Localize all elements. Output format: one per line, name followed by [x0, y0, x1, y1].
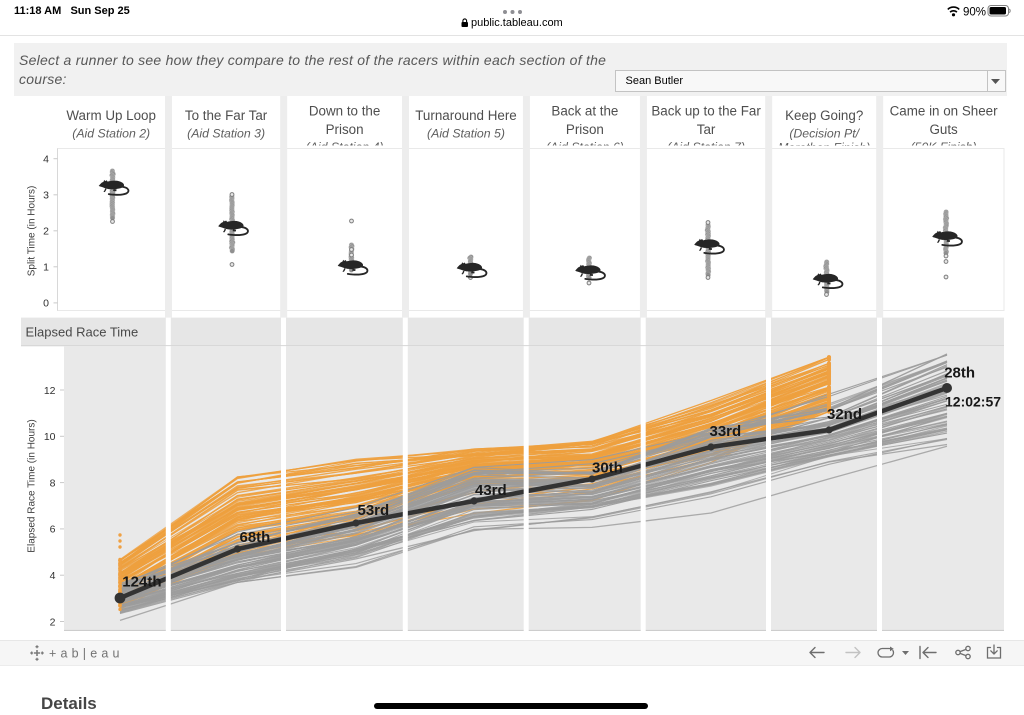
svg-text:(Aid Station 6): (Aid Station 6) [546, 140, 624, 154]
svg-text:Warm Up Loop: Warm Up Loop [66, 108, 156, 123]
svg-text:(Aid Station 2): (Aid Station 2) [72, 127, 150, 141]
svg-text:Elapsed Race Time (in Hours): Elapsed Race Time (in Hours) [27, 419, 38, 552]
svg-text:2: 2 [50, 616, 56, 628]
svg-text:Down to the: Down to the [309, 104, 380, 119]
svg-text:Elapsed Race Time: Elapsed Race Time [26, 325, 139, 340]
svg-text:3: 3 [43, 190, 49, 202]
svg-text:Keep Going?: Keep Going? [785, 108, 863, 123]
svg-text:30th: 30th [592, 460, 623, 477]
svg-text:4: 4 [43, 154, 49, 166]
svg-text:Turnaround Here: Turnaround Here [415, 108, 516, 123]
svg-text:33rd: 33rd [710, 423, 742, 440]
svg-text:(Aid Station 5): (Aid Station 5) [427, 127, 505, 141]
svg-text:2: 2 [43, 226, 49, 238]
svg-text:43rd: 43rd [475, 482, 507, 499]
svg-text:(Aid Station 3): (Aid Station 3) [187, 127, 265, 141]
svg-text:10: 10 [44, 431, 56, 443]
svg-text:32nd: 32nd [827, 406, 862, 423]
svg-text:Back at the: Back at the [551, 104, 618, 119]
svg-text:Back up to the Far: Back up to the Far [651, 104, 761, 119]
svg-text:Tar: Tar [697, 122, 716, 137]
svg-text:8: 8 [50, 477, 56, 489]
svg-text:+ab|eau: +ab|eau [49, 647, 124, 661]
svg-text:(Decision Pt/: (Decision Pt/ [789, 127, 860, 141]
svg-text:Marathon Finish): Marathon Finish) [778, 141, 870, 155]
svg-text:124th: 124th [122, 574, 161, 591]
svg-text:Came in on Sheer: Came in on Sheer [890, 104, 998, 119]
svg-text:Guts: Guts [929, 122, 958, 137]
svg-text:(Aid Station 4): (Aid Station 4) [306, 140, 384, 154]
svg-text:Prison: Prison [326, 122, 364, 137]
svg-text:Split Time (in Hours): Split Time (in Hours) [27, 186, 38, 277]
svg-text:12:02:57: 12:02:57 [945, 394, 1001, 410]
svg-text:53rd: 53rd [358, 502, 390, 519]
svg-text:0: 0 [43, 298, 49, 310]
svg-text:1: 1 [43, 262, 49, 274]
svg-text:(Aid Station 7): (Aid Station 7) [667, 140, 745, 154]
svg-text:(50K Finish): (50K Finish) [910, 140, 976, 154]
svg-text:12: 12 [44, 385, 56, 397]
svg-text:68th: 68th [240, 529, 271, 546]
svg-text:To the Far Tar: To the Far Tar [185, 108, 268, 123]
svg-text:4: 4 [50, 570, 56, 582]
svg-text:6: 6 [50, 524, 56, 536]
svg-text:90%: 90% [963, 7, 986, 19]
svg-text:28th: 28th [944, 365, 975, 382]
svg-text:Prison: Prison [566, 122, 604, 137]
